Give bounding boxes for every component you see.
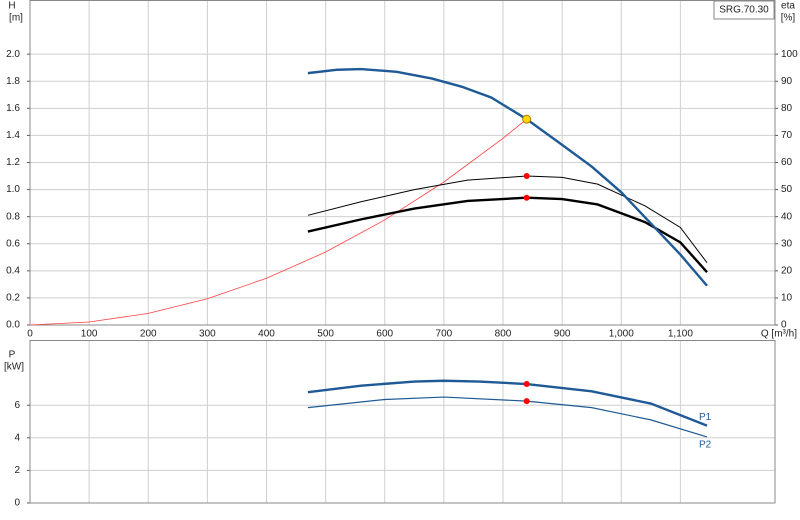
operating-point [523,398,530,405]
y-tick-label: 1.2 [6,157,20,168]
x-axis-label: Q [m³/h] [761,329,797,340]
series-line [307,196,708,273]
x-tick-label: 200 [140,329,157,340]
y2-tick-label: 70 [781,130,793,141]
y-tick-label: 0.6 [6,238,20,249]
y-tick-label: 0.8 [6,211,20,222]
x-tick-label: 1,000 [609,329,634,340]
y-tick-label: 1.0 [6,184,20,195]
x-tick-label: 600 [376,329,393,340]
operating-point [523,381,530,388]
y-tick-label: 1.8 [6,76,20,87]
y-tick-label: 0.0 [6,320,20,331]
x-tick-label: 100 [81,329,98,340]
y2-tick-label: 90 [781,76,793,87]
operating-point [522,114,532,124]
y2-axis-label: eta [781,1,795,12]
y-tick-label: 2 [14,465,20,476]
y-axis-unit: [kW] [4,362,24,373]
series-line [307,175,708,264]
y-tick-label: 0.4 [6,265,20,276]
y2-tick-label: 20 [781,265,793,276]
x-tick-label: 0 [27,329,33,340]
x-tick-label: 400 [258,329,275,340]
y2-tick-label: 40 [781,211,793,222]
y-axis-unit: [m] [9,13,23,24]
y-axis-label: P [9,350,16,361]
x-tick-label: 800 [495,329,512,340]
y2-axis-unit: [%] [781,13,796,24]
series-line [307,379,708,427]
y-tick-label: 0.2 [6,293,20,304]
y2-tick-label: 60 [781,157,793,168]
series-label: P1 [699,412,712,423]
x-tick-label: 1,100 [668,329,693,340]
operating-point [523,173,530,180]
x-tick-label: 700 [436,329,453,340]
series-line [307,67,708,287]
y2-tick-label: 50 [781,184,793,195]
y2-tick-label: 100 [781,49,798,60]
y-tick-label: 1.4 [6,130,20,141]
x-tick-label: 900 [554,329,571,340]
y2-tick-label: 80 [781,103,793,114]
y-axis-label: H [8,1,15,12]
y-tick-label: 4 [14,432,20,443]
y-tick-label: 2.0 [6,49,20,60]
plot-frame [29,340,776,504]
y2-tick-label: 0 [781,320,787,331]
y-tick-label: 6 [14,400,20,411]
x-tick-label: 300 [199,329,216,340]
y2-tick-label: 10 [781,293,793,304]
operating-point [523,194,530,201]
x-tick-label: 500 [317,329,334,340]
plot-frame [29,0,776,326]
annotation: SRG.70.30 [719,5,769,16]
y2-tick-label: 30 [781,238,793,249]
y-tick-label: 1.6 [6,103,20,114]
series-label: P2 [699,440,712,451]
y-tick-label: 0 [14,498,20,509]
series-line [29,118,527,326]
